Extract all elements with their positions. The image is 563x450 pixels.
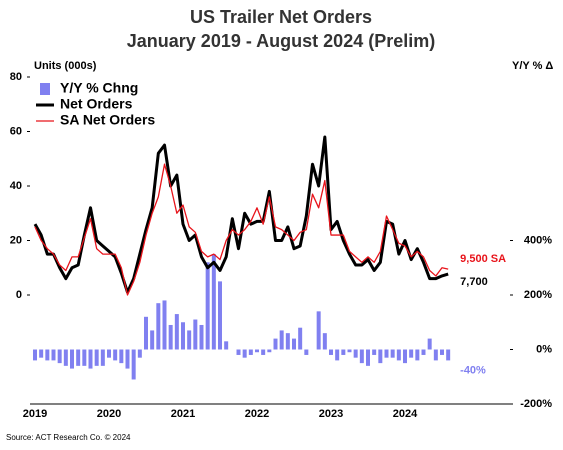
y-tick-label: 80 — [10, 71, 22, 83]
bar — [353, 349, 358, 358]
bar — [119, 349, 124, 364]
bar — [421, 349, 426, 355]
bar — [156, 303, 161, 350]
bar — [211, 254, 216, 350]
bar — [193, 319, 198, 350]
bar — [248, 349, 253, 355]
legend-label: Net Orders — [60, 96, 133, 112]
y-tick-label: 60 — [10, 125, 22, 137]
bar — [366, 349, 370, 366]
x-tick-label: 2022 — [245, 408, 269, 420]
bar — [378, 349, 383, 364]
bar — [100, 349, 105, 366]
bar — [384, 349, 389, 358]
line — [34, 163, 449, 296]
bar — [298, 327, 303, 350]
source: Source: ACT Research Co. © 2024 — [6, 433, 131, 442]
bar — [76, 349, 81, 366]
bar — [359, 349, 364, 364]
bar — [304, 349, 309, 355]
bar — [70, 349, 74, 369]
y-tick-label: 20 — [10, 234, 22, 246]
bar — [255, 349, 259, 353]
line — [33, 135, 449, 294]
bar — [45, 349, 50, 361]
bar — [316, 311, 321, 350]
bar — [292, 338, 296, 350]
bar — [168, 324, 173, 350]
bar — [446, 349, 451, 361]
bar — [273, 338, 278, 350]
y2-tick-label: 200% — [524, 289, 552, 301]
legend-swatch — [40, 83, 50, 95]
bar — [242, 349, 247, 358]
bar — [267, 349, 272, 353]
chart-title: US Trailer Net Orders — [190, 7, 372, 27]
x-tick-label: 2021 — [171, 408, 195, 420]
bar — [433, 349, 438, 361]
bar — [125, 349, 130, 369]
bar — [181, 322, 185, 350]
bar — [82, 349, 87, 366]
value-label: 7,700 — [460, 276, 488, 288]
bar — [113, 349, 118, 361]
legend-label: SA Net Orders — [60, 112, 155, 128]
x-tick-label: 2020 — [97, 408, 121, 420]
bar — [261, 349, 266, 355]
bar — [162, 300, 167, 350]
bar — [63, 349, 68, 366]
x-tick-label: 2024 — [393, 408, 418, 420]
bar — [409, 349, 414, 358]
y-tick-label: 0 — [16, 289, 22, 301]
bar — [33, 349, 37, 361]
bar — [279, 330, 284, 350]
bar — [335, 349, 340, 361]
bar — [322, 333, 327, 350]
bar — [205, 262, 210, 350]
y-axis-label: Units (000s) — [34, 60, 97, 72]
bar — [137, 349, 142, 358]
y-tick-label: 40 — [10, 180, 22, 192]
y2-tick-label: -200% — [520, 398, 552, 410]
bar — [347, 349, 352, 353]
x-tick-label: 2023 — [319, 408, 343, 420]
bar — [224, 341, 229, 350]
y2-tick-label: 400% — [524, 234, 552, 246]
chart-subtitle: January 2019 - August 2024 (Prelim) — [127, 31, 435, 51]
bar — [285, 333, 290, 350]
legend-label: Y/Y % Chng — [60, 80, 138, 96]
bar — [372, 349, 377, 355]
bar — [144, 316, 148, 350]
bar — [390, 349, 395, 358]
bar — [218, 281, 222, 350]
bar — [199, 324, 204, 350]
bar — [51, 349, 56, 361]
bar — [39, 349, 44, 358]
bar — [94, 349, 99, 366]
bar — [131, 349, 136, 380]
bar — [107, 349, 111, 358]
bar — [236, 349, 241, 355]
bar — [341, 349, 346, 355]
value-label: 9,500 SA — [460, 253, 506, 265]
y2-axis-label: Y/Y % Δ — [512, 60, 553, 72]
bar — [427, 338, 432, 350]
bar — [415, 349, 420, 361]
bar — [187, 330, 192, 350]
x-tick-label: 2019 — [23, 408, 47, 420]
bar — [403, 349, 407, 364]
bar — [150, 330, 155, 350]
bar — [174, 314, 179, 350]
bar — [57, 349, 62, 364]
value-label: -40% — [460, 364, 486, 376]
bar — [440, 349, 444, 355]
bar — [329, 349, 333, 355]
bar — [88, 349, 93, 369]
y2-tick-label: 0% — [536, 343, 552, 355]
bar — [396, 349, 401, 361]
